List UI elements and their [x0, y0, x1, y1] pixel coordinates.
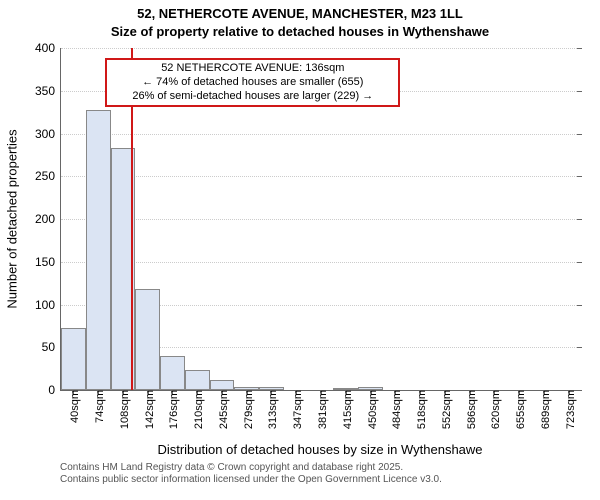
- xtick-label: 381sqm: [313, 390, 329, 429]
- xtick-label: 245sqm: [214, 390, 230, 429]
- footer-attribution: Contains HM Land Registry data © Crown c…: [60, 462, 442, 486]
- xtick-label: 655sqm: [511, 390, 527, 429]
- gridline: [61, 134, 581, 135]
- x-axis-label: Distribution of detached houses by size …: [60, 442, 580, 457]
- histogram-bar: [86, 110, 111, 390]
- ytick-mark: [577, 91, 582, 92]
- ytick-label: 400: [35, 41, 61, 55]
- ytick-label: 100: [35, 298, 61, 312]
- xtick-label: 484sqm: [387, 390, 403, 429]
- histogram-bar: [61, 328, 86, 390]
- ytick-label: 0: [48, 383, 61, 397]
- ytick-mark: [577, 390, 582, 391]
- xtick-label: 518sqm: [412, 390, 428, 429]
- xtick-label: 210sqm: [189, 390, 205, 429]
- xtick-label: 620sqm: [486, 390, 502, 429]
- footer-line1: Contains HM Land Registry data © Crown c…: [60, 462, 442, 474]
- xtick-label: 313sqm: [263, 390, 279, 429]
- xtick-label: 279sqm: [239, 390, 255, 429]
- chart-title-line1: 52, NETHERCOTE AVENUE, MANCHESTER, M23 1…: [0, 6, 600, 21]
- xtick-label: 415sqm: [338, 390, 354, 429]
- gridline: [61, 262, 581, 263]
- xtick-label: 74sqm: [90, 390, 106, 423]
- xtick-label: 552sqm: [437, 390, 453, 429]
- ytick-label: 150: [35, 255, 61, 269]
- gridline: [61, 176, 581, 177]
- ytick-mark: [577, 219, 582, 220]
- xtick-label: 347sqm: [288, 390, 304, 429]
- ytick-mark: [577, 305, 582, 306]
- annotation-line: 26% of semi-detached houses are larger (…: [107, 90, 398, 104]
- y-axis-label: Number of detached properties: [5, 129, 20, 308]
- histogram-bar: [210, 380, 235, 390]
- annotation-line: 52 NETHERCOTE AVENUE: 136sqm: [107, 62, 398, 76]
- footer-line2: Contains public sector information licen…: [60, 474, 442, 486]
- annotation-box: 52 NETHERCOTE AVENUE: 136sqm← 74% of det…: [105, 58, 400, 107]
- ytick-label: 200: [35, 212, 61, 226]
- ytick-label: 350: [35, 84, 61, 98]
- plot-area: 05010015020025030035040040sqm74sqm108sqm…: [60, 48, 581, 391]
- ytick-mark: [577, 134, 582, 135]
- gridline: [61, 48, 581, 49]
- xtick-label: 723sqm: [561, 390, 577, 429]
- xtick-label: 689sqm: [536, 390, 552, 429]
- xtick-label: 176sqm: [164, 390, 180, 429]
- histogram-bar: [135, 289, 160, 390]
- ytick-label: 250: [35, 169, 61, 183]
- ytick-label: 300: [35, 127, 61, 141]
- chart-title-line2: Size of property relative to detached ho…: [0, 24, 600, 39]
- ytick-mark: [577, 176, 582, 177]
- xtick-label: 450sqm: [363, 390, 379, 429]
- xtick-label: 142sqm: [140, 390, 156, 429]
- histogram-bar: [185, 370, 210, 390]
- xtick-label: 108sqm: [115, 390, 131, 429]
- chart-container: 52, NETHERCOTE AVENUE, MANCHESTER, M23 1…: [0, 0, 600, 500]
- ytick-mark: [577, 347, 582, 348]
- gridline: [61, 219, 581, 220]
- ytick-label: 50: [42, 340, 61, 354]
- histogram-bar: [160, 356, 185, 390]
- xtick-label: 586sqm: [462, 390, 478, 429]
- xtick-label: 40sqm: [65, 390, 81, 423]
- ytick-mark: [577, 262, 582, 263]
- ytick-mark: [577, 48, 582, 49]
- annotation-line: ← 74% of detached houses are smaller (65…: [107, 76, 398, 90]
